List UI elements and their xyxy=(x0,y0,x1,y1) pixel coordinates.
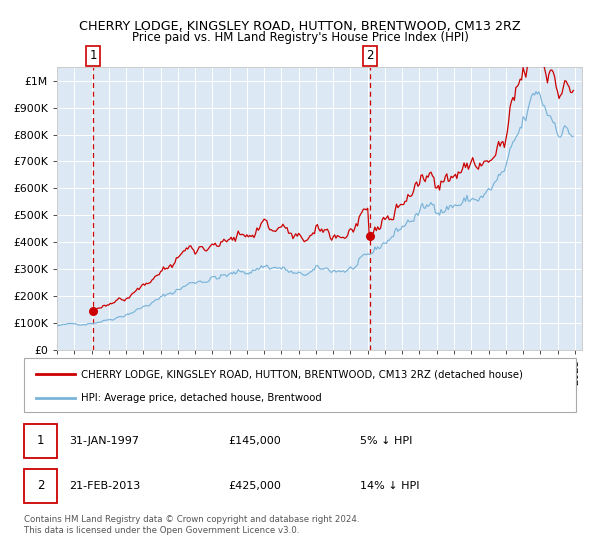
Text: HPI: Average price, detached house, Brentwood: HPI: Average price, detached house, Bren… xyxy=(81,393,322,403)
Text: 5% ↓ HPI: 5% ↓ HPI xyxy=(360,436,412,446)
Text: CHERRY LODGE, KINGSLEY ROAD, HUTTON, BRENTWOOD, CM13 2RZ: CHERRY LODGE, KINGSLEY ROAD, HUTTON, BRE… xyxy=(79,20,521,32)
Text: 2: 2 xyxy=(367,49,374,62)
Text: 1: 1 xyxy=(37,435,44,447)
Text: Contains HM Land Registry data © Crown copyright and database right 2024.
This d: Contains HM Land Registry data © Crown c… xyxy=(24,515,359,535)
Text: CHERRY LODGE, KINGSLEY ROAD, HUTTON, BRENTWOOD, CM13 2RZ (detached house): CHERRY LODGE, KINGSLEY ROAD, HUTTON, BRE… xyxy=(81,370,523,379)
Text: 31-JAN-1997: 31-JAN-1997 xyxy=(69,436,139,446)
Text: 21-FEB-2013: 21-FEB-2013 xyxy=(69,481,140,491)
Text: 14% ↓ HPI: 14% ↓ HPI xyxy=(360,481,419,491)
Text: 2: 2 xyxy=(37,479,44,492)
Text: £145,000: £145,000 xyxy=(228,436,281,446)
Text: Price paid vs. HM Land Registry's House Price Index (HPI): Price paid vs. HM Land Registry's House … xyxy=(131,31,469,44)
Text: 1: 1 xyxy=(89,49,97,62)
Text: £425,000: £425,000 xyxy=(228,481,281,491)
